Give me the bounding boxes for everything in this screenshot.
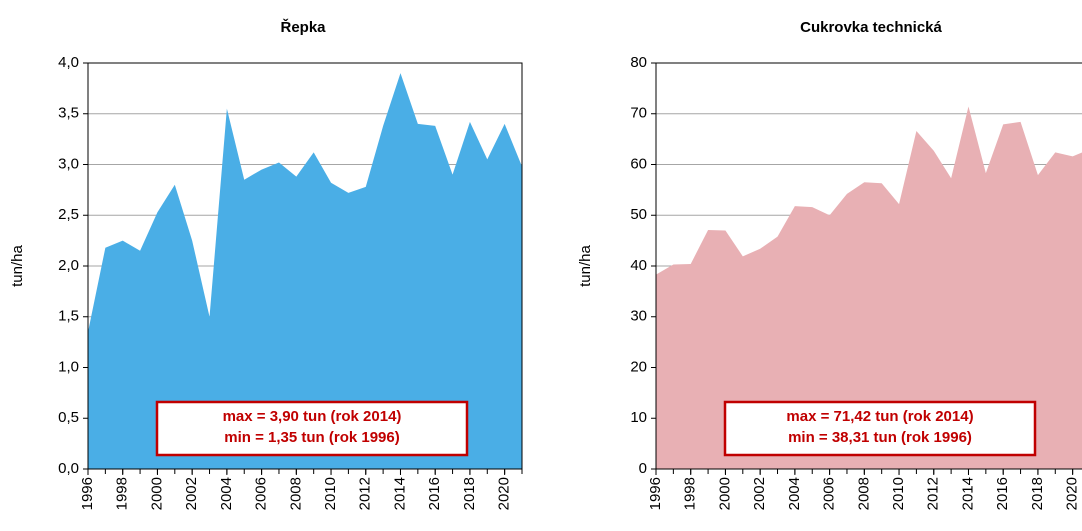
x-tick-label: 2018 [1029, 477, 1046, 510]
x-tick-label: 2004 [218, 477, 235, 510]
annotation: min = 38,31 tun (rok 1996) [788, 429, 972, 446]
plot-frame [87, 62, 523, 470]
annotation: max = 3,90 tun (rok 2014) [223, 408, 402, 425]
y-tick-label: 4,0 [58, 54, 79, 71]
x-tick-label: 1996 [79, 477, 96, 510]
y-axis-label: tun/ha [577, 244, 594, 286]
area [656, 106, 1082, 469]
y-tick-label: 40 [630, 257, 647, 274]
x-tick-label: 2014 [391, 477, 408, 510]
x-tick-label: 2020 [496, 477, 513, 510]
y-tick-label: 2,0 [58, 257, 79, 274]
x-tick-label: 2012 [925, 477, 942, 510]
y-axis-label: tun/ha [9, 244, 26, 286]
y-tick-label: 60 [630, 155, 647, 172]
y-tick-label: 1,5 [58, 308, 79, 325]
x-tick-label: 2012 [357, 477, 374, 510]
y-tick-label: 10 [630, 409, 647, 426]
x-tick-label: 2018 [461, 477, 478, 510]
y-tick-label: 80 [630, 54, 647, 71]
x-tick-label: 2014 [959, 477, 976, 510]
x-tick-label: 2006 [821, 477, 838, 510]
y-tick-label: 2,5 [58, 206, 79, 223]
x-tick-label: 2010 [322, 477, 339, 510]
x-tick-label: 2000 [716, 477, 733, 510]
x-tick-label: 2006 [253, 477, 270, 510]
x-tick-label: 2008 [287, 477, 304, 510]
y-tick-label: 30 [630, 308, 647, 325]
x-tick-label: 1998 [682, 477, 699, 510]
x-tick-label: 2020 [1064, 477, 1081, 510]
x-tick-label: 2008 [855, 477, 872, 510]
annotation-box [155, 400, 469, 457]
annotation: min = 1,35 tun (rok 1996) [224, 429, 399, 446]
x-tick-label: 2010 [890, 477, 907, 510]
y-tick-label: 0 [639, 460, 647, 477]
y-tick-label: 3,5 [58, 105, 79, 122]
x-tick-label: 2002 [183, 477, 200, 510]
x-tick-label: 1998 [114, 477, 131, 510]
y-tick-label: 0,5 [58, 409, 79, 426]
x-tick-label: 2016 [994, 477, 1011, 510]
y-tick-label: 3,0 [58, 155, 79, 172]
x-tick-label: 2002 [751, 477, 768, 510]
chart-title: Cukrovka technická [800, 19, 942, 36]
y-tick-label: 50 [630, 206, 647, 223]
y-tick-label: 1,0 [58, 358, 79, 375]
x-tick-label: 2004 [786, 477, 803, 510]
plot-frame [655, 62, 1082, 470]
x-tick-label: 2000 [148, 477, 165, 510]
y-tick-label: 70 [630, 105, 647, 122]
y-tick-label: 0,0 [58, 460, 79, 477]
chart-title: Řepka [280, 18, 326, 36]
area [88, 73, 522, 470]
x-tick-label: 1996 [647, 477, 664, 510]
annotation-box [723, 400, 1037, 457]
x-tick-label: 2016 [426, 477, 443, 510]
y-tick-label: 20 [630, 358, 647, 375]
annotation: max = 71,42 tun (rok 2014) [786, 408, 973, 425]
